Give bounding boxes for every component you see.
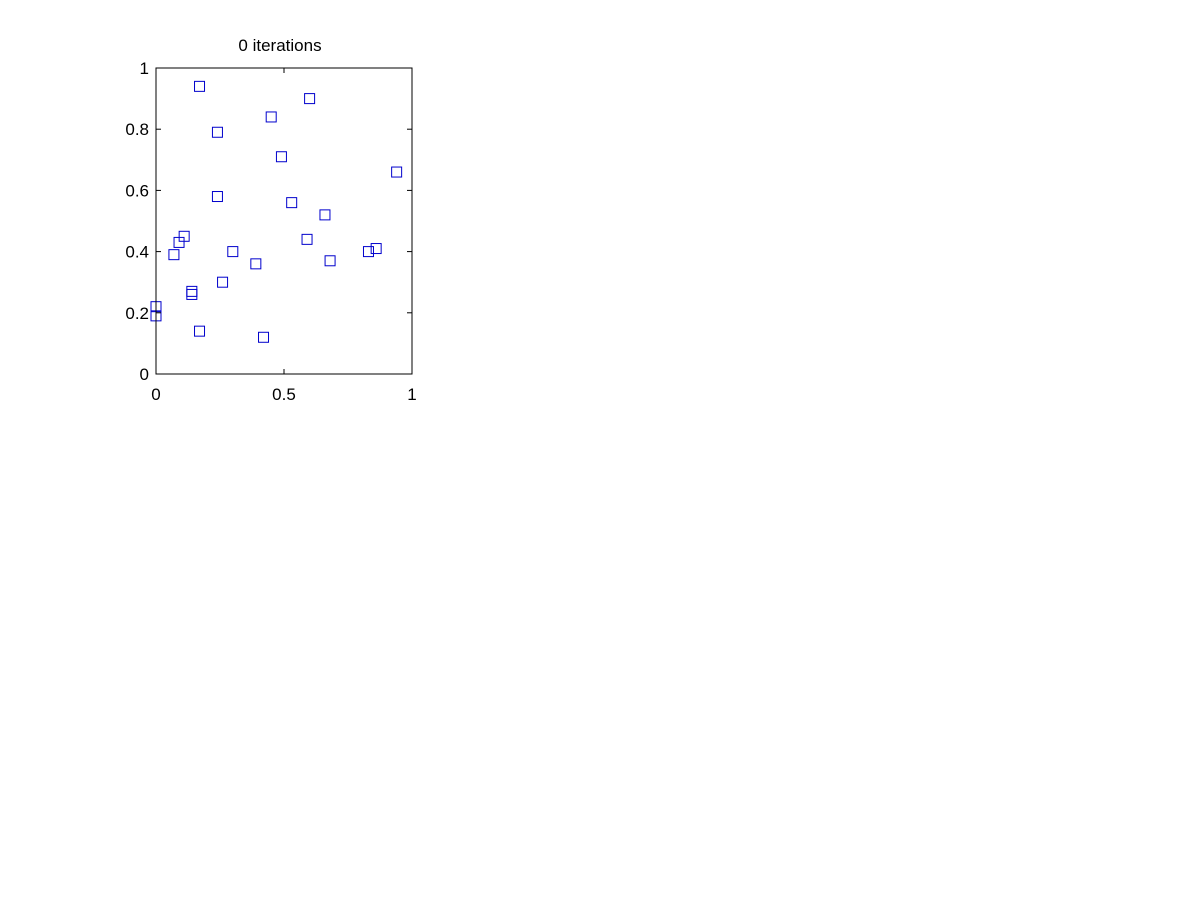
- y-tick-label: 0.2: [125, 304, 149, 323]
- data-point-marker: [319, 209, 331, 221]
- data-point-marker: [211, 191, 223, 203]
- data-point-marker: [168, 249, 180, 261]
- data-point-marker: [217, 276, 229, 288]
- data-point-marker: [362, 246, 374, 258]
- data-point-marker: [275, 151, 287, 163]
- chart-title: 0 iterations: [238, 36, 321, 55]
- y-tick-label: 0.4: [125, 243, 149, 262]
- y-tick-label: 0: [140, 365, 149, 384]
- data-points: [150, 80, 403, 343]
- data-point-marker: [211, 126, 223, 138]
- x-tick-label: 0: [151, 385, 160, 404]
- x-tick-label: 1: [407, 385, 416, 404]
- y-tick-label: 1: [140, 59, 149, 78]
- data-point-marker: [186, 285, 198, 297]
- data-point-marker: [265, 111, 277, 123]
- x-axis: 0 0.5 1: [151, 68, 417, 404]
- data-point-marker: [286, 197, 298, 209]
- data-point-marker: [370, 243, 382, 255]
- data-point-marker: [186, 288, 198, 300]
- y-tick-label: 0.8: [125, 120, 149, 139]
- data-point-marker: [194, 80, 206, 92]
- data-point-marker: [391, 166, 403, 178]
- y-axis: 0 0.2 0.4 0.6 0.8 1: [125, 59, 412, 384]
- x-tick-label: 0.5: [272, 385, 296, 404]
- data-point-marker: [301, 233, 313, 245]
- data-point-marker: [194, 325, 206, 337]
- data-point-marker: [250, 258, 262, 270]
- y-tick-label: 0.6: [125, 181, 149, 200]
- data-point-marker: [324, 255, 336, 267]
- data-point-marker: [227, 246, 239, 258]
- data-point-marker: [258, 331, 270, 343]
- data-point-marker: [173, 236, 185, 248]
- data-point-marker: [304, 93, 316, 105]
